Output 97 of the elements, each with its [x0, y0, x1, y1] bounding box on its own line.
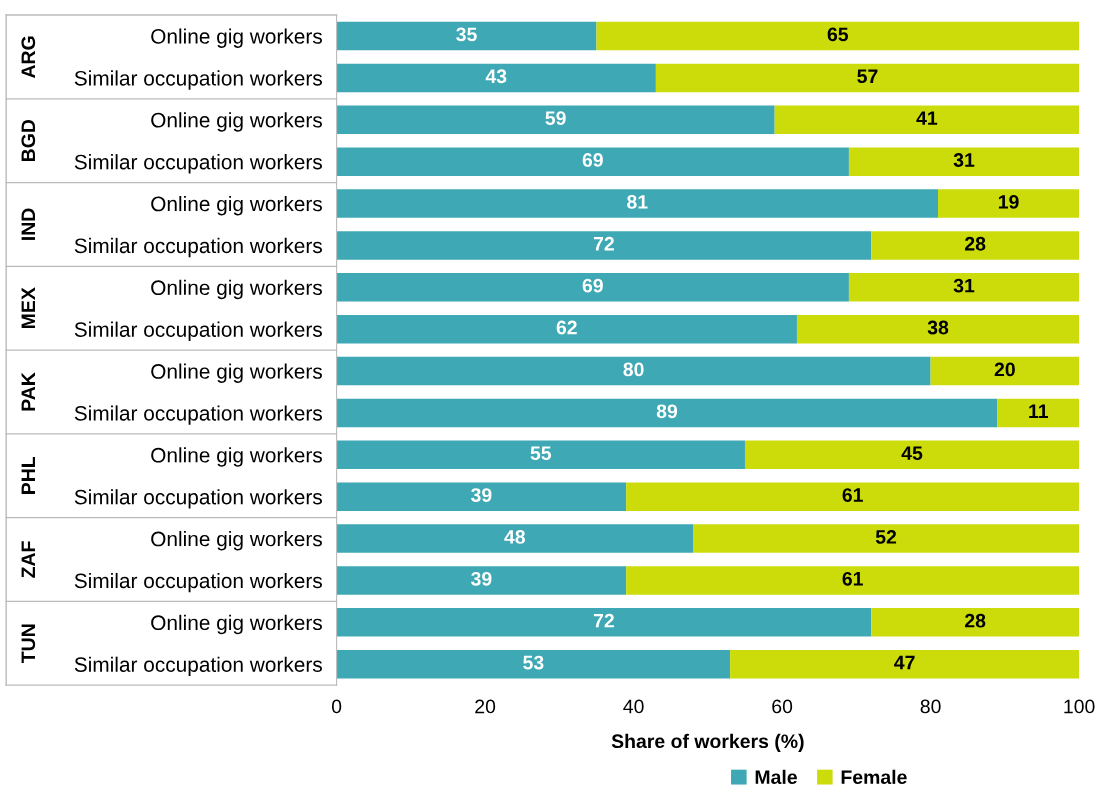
- data-label: 47: [894, 655, 915, 670]
- data-label: 39: [471, 571, 492, 586]
- data-label: 53: [523, 655, 544, 670]
- y-tick-label: Similar occupation workers: [74, 572, 322, 593]
- bar: [848, 273, 1080, 302]
- bar: [336, 524, 693, 553]
- y-tick-label: Online gig workers: [151, 614, 322, 635]
- bar: [336, 608, 872, 637]
- bar: [774, 105, 1080, 135]
- data-label: 19: [998, 194, 1019, 209]
- data-label: 39: [471, 488, 492, 502]
- data-label: 80: [623, 362, 644, 377]
- legend-label: Female: [841, 769, 907, 785]
- bar: [336, 440, 745, 470]
- x-tick-label: 60: [772, 699, 793, 714]
- bar: [336, 231, 872, 260]
- bar: [930, 356, 1080, 386]
- data-label: 11: [1029, 404, 1048, 418]
- y-tick-label: Similar occupation workers: [74, 237, 322, 258]
- y-tick-label: Similar occupation workers: [74, 656, 322, 677]
- data-label: 59: [545, 111, 566, 125]
- data-label: 62: [556, 320, 577, 335]
- bar: [626, 482, 1080, 511]
- text: ZAF: [21, 541, 35, 578]
- text: PAK: [21, 372, 35, 411]
- data-label: 43: [485, 69, 507, 84]
- bar: [336, 105, 775, 135]
- legend-label: Male: [755, 769, 797, 785]
- y-tick-label: Online gig workers: [151, 28, 322, 48]
- bar: [871, 231, 1080, 260]
- bar: [596, 21, 1080, 51]
- text: TUN: [21, 624, 36, 664]
- bar: [336, 273, 849, 302]
- y-tick-label: Online gig workers: [151, 279, 322, 300]
- y-tick-label: Online gig workers: [151, 447, 322, 467]
- data-label: 69: [582, 153, 603, 167]
- data-label: 20: [994, 362, 1015, 377]
- x-tick-label: 100: [1064, 699, 1095, 714]
- y-tick-label: Similar occupation workers: [74, 321, 322, 342]
- y-tick-label: Similar occupation workers: [74, 154, 322, 174]
- bar: [336, 398, 998, 428]
- bar: [871, 608, 1080, 637]
- y-tick-label: Online gig workers: [151, 531, 322, 551]
- y-tick-label: Similar occupation workers: [74, 70, 322, 90]
- text: IND: [21, 208, 35, 240]
- x-tick-label: 0: [331, 699, 342, 714]
- data-label: 52: [875, 530, 897, 544]
- bar: [626, 566, 1080, 595]
- data-label: 28: [965, 613, 986, 628]
- bar: [655, 63, 1080, 93]
- bar: [336, 189, 939, 218]
- x-tick-label: 20: [475, 699, 496, 714]
- bar: [336, 147, 849, 176]
- y-tick-label: Similar occupation workers: [74, 489, 322, 509]
- bar: [796, 314, 1080, 344]
- data-label: 48: [504, 530, 526, 544]
- y-tick-label: Similar occupation workers: [74, 405, 322, 425]
- data-label: 72: [593, 613, 614, 628]
- bar: [730, 649, 1080, 679]
- bar: [938, 189, 1080, 218]
- data-label: 35: [456, 27, 477, 42]
- data-label: 81: [627, 194, 648, 209]
- data-label: 55: [530, 446, 552, 461]
- data-label: 89: [656, 404, 678, 419]
- bar: [744, 440, 1080, 470]
- data-label: 41: [916, 111, 938, 125]
- data-label: 61: [842, 488, 863, 502]
- data-label: 38: [927, 320, 949, 335]
- data-label: 72: [593, 236, 614, 251]
- y-tick-label: Online gig workers: [151, 112, 322, 132]
- data-label: 31: [953, 153, 975, 167]
- bar: [848, 147, 1080, 176]
- data-label: 65: [827, 27, 849, 42]
- text: MEX: [21, 287, 35, 328]
- text: ARG: [21, 36, 36, 79]
- x-tick-label: 80: [920, 699, 941, 714]
- data-label: 45: [901, 446, 923, 461]
- text: PHL: [21, 456, 35, 494]
- bar: [336, 21, 597, 51]
- bar: [336, 566, 627, 595]
- data-label: 28: [965, 236, 986, 251]
- bar: [336, 649, 731, 679]
- x-tick-label: 40: [623, 699, 644, 714]
- bar: [336, 482, 627, 511]
- data-label: 69: [582, 278, 603, 293]
- data-label: 31: [953, 278, 975, 293]
- data-label: 57: [857, 69, 878, 84]
- bar: [693, 524, 1080, 553]
- data-label: 61: [842, 571, 863, 586]
- text: BGD: [21, 119, 36, 162]
- bar: [997, 398, 1080, 428]
- y-tick-label: Online gig workers: [151, 195, 322, 216]
- y-tick-label: Online gig workers: [151, 363, 322, 383]
- bar: [336, 356, 931, 386]
- bar: [336, 314, 797, 344]
- x-axis-title: Share of workers (%): [611, 733, 804, 752]
- bar: [336, 63, 656, 93]
